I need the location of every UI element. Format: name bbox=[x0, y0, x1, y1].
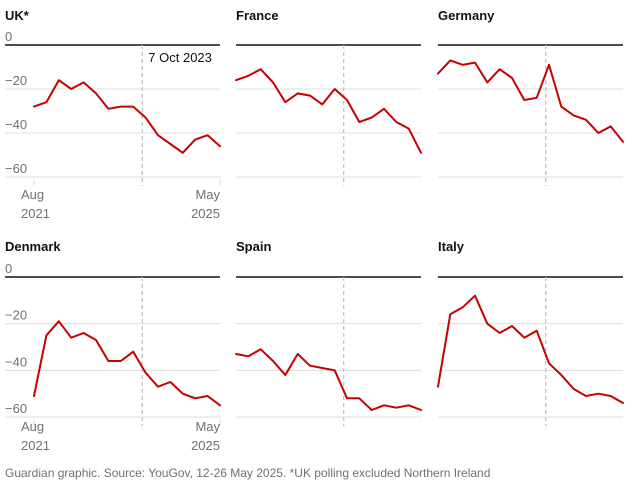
y-tick-label: −40 bbox=[5, 354, 27, 369]
series-line bbox=[437, 294, 624, 404]
series-line bbox=[235, 68, 422, 154]
panel-title: France bbox=[236, 8, 279, 23]
panel-spain: Spain bbox=[235, 239, 422, 426]
x-tick-year: 2021 bbox=[21, 438, 50, 453]
series-line bbox=[33, 79, 221, 154]
x-tick-year: 2025 bbox=[191, 206, 220, 221]
y-tick-label: −40 bbox=[5, 117, 27, 132]
y-tick-label: −60 bbox=[5, 401, 27, 416]
panel-germany: Germany bbox=[437, 8, 624, 186]
panel-title: UK* bbox=[5, 8, 30, 23]
y-tick-label: −20 bbox=[5, 73, 27, 88]
series-line bbox=[235, 348, 422, 411]
panel-title: Germany bbox=[438, 8, 495, 23]
source-footer: Guardian graphic. Source: YouGov, 12-26 … bbox=[5, 466, 491, 480]
panel-title: Denmark bbox=[5, 239, 61, 254]
series-line bbox=[33, 320, 221, 407]
x-tick-year: 2021 bbox=[21, 206, 50, 221]
x-tick-month: Aug bbox=[21, 187, 44, 202]
x-tick-month: May bbox=[195, 187, 220, 202]
x-tick-month: May bbox=[195, 419, 220, 434]
y-tick-label: −20 bbox=[5, 308, 27, 323]
panel-france: France bbox=[235, 8, 422, 186]
panel-italy: Italy bbox=[437, 239, 624, 426]
y-tick-label: −60 bbox=[5, 161, 27, 176]
event-annotation-label: 7 Oct 2023 bbox=[148, 50, 212, 65]
panel-denmark: Denmark 0 −20 −40 −60 Aug 2021 May 2025 bbox=[5, 239, 221, 453]
x-tick-month: Aug bbox=[21, 419, 44, 434]
y-tick-label: 0 bbox=[5, 29, 12, 44]
panel-title: Italy bbox=[438, 239, 465, 254]
panel-title: Spain bbox=[236, 239, 271, 254]
panel-uk: UK* 0 −20 −40 −60 Aug 2021 May 2025 7 Oct 2023 bbox=[5, 8, 221, 221]
series-line bbox=[437, 59, 624, 143]
x-tick-year: 2025 bbox=[191, 438, 220, 453]
y-tick-label: 0 bbox=[5, 261, 12, 276]
